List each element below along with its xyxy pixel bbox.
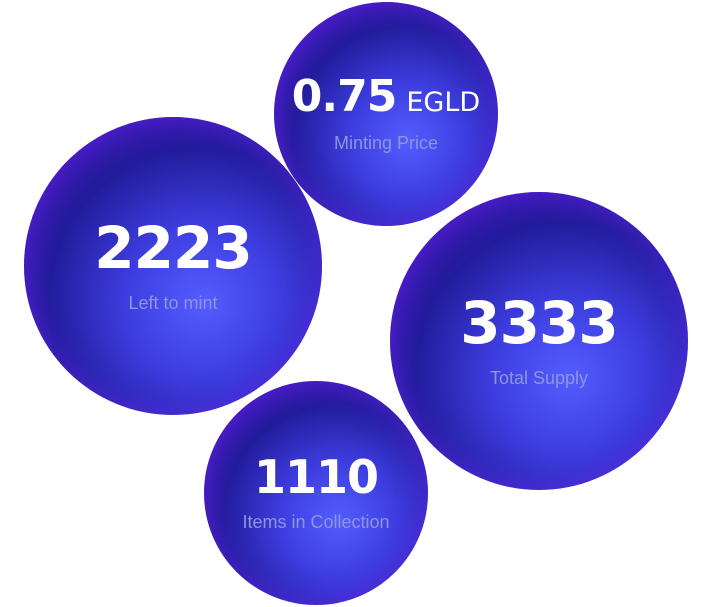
left-to-mint-label: Left to mint [128, 292, 218, 313]
total-supply-value: 3333 [460, 288, 618, 357]
left-to-mint-bubble: 2223 Left to mint [24, 117, 322, 415]
items-in-collection-bubble: 1110 Items in Collection [204, 381, 428, 605]
minting-price-unit: EGLD [406, 86, 481, 118]
left-to-mint-value: 2223 [94, 213, 252, 282]
total-supply-bubble: 3333 Total Supply [390, 192, 688, 490]
minting-price-bubble: 0.75 EGLD Minting Price [274, 2, 498, 226]
total-supply-label: Total Supply [489, 367, 589, 388]
minting-price-value: 0.75 [291, 70, 398, 122]
minting-price-label: Minting Price [333, 132, 439, 153]
items-in-collection-label: Items in Collection [242, 511, 390, 532]
minting-price-value-row: 0.75 EGLD [291, 70, 481, 122]
items-in-collection-value: 1110 [253, 449, 379, 504]
